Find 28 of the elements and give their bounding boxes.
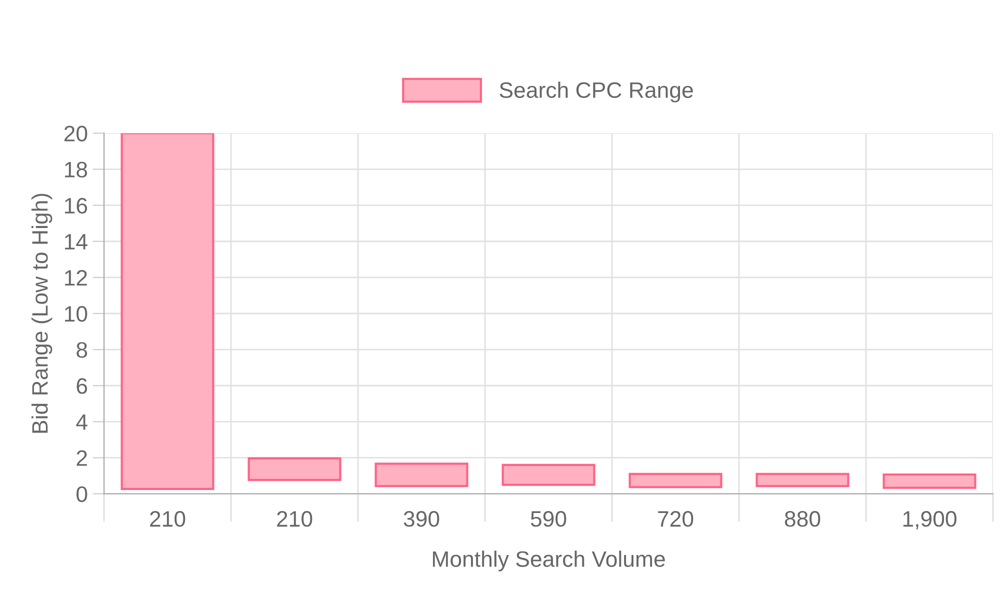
legend-label: Search CPC Range [500,82,693,102]
y-tick-label: 6 [76,378,88,394]
x-axis-title: Monthly Search Volume [432,550,665,572]
bar [882,473,976,489]
y-tick-label: 14 [65,234,88,250]
bar [756,472,850,488]
x-tick-label: 880 [784,511,820,527]
bar [248,457,342,481]
y-tick-label: 18 [65,162,88,178]
bar [374,462,468,488]
x-tick-label: 210 [150,511,186,527]
bar [120,133,214,490]
y-tick-label: 12 [65,270,87,286]
y-tick-label: 2 [76,450,87,466]
x-tick-label: 720 [658,511,694,527]
x-tick-label: 1,900 [903,511,956,530]
x-tick-label: 210 [277,511,312,527]
y-tick-label: 10 [65,306,88,322]
y-tick-label: 4 [76,414,88,430]
y-axis-title: Bid Range (Low to High) [31,194,52,433]
y-tick-label: 0 [76,486,88,502]
x-tick-label: 590 [530,511,566,527]
bar [502,464,596,486]
x-tick-label: 390 [404,511,440,527]
bar [628,472,722,488]
y-tick-label: 20 [64,126,88,142]
y-tick-label: 16 [65,198,88,214]
y-tick-label: 8 [76,342,88,358]
